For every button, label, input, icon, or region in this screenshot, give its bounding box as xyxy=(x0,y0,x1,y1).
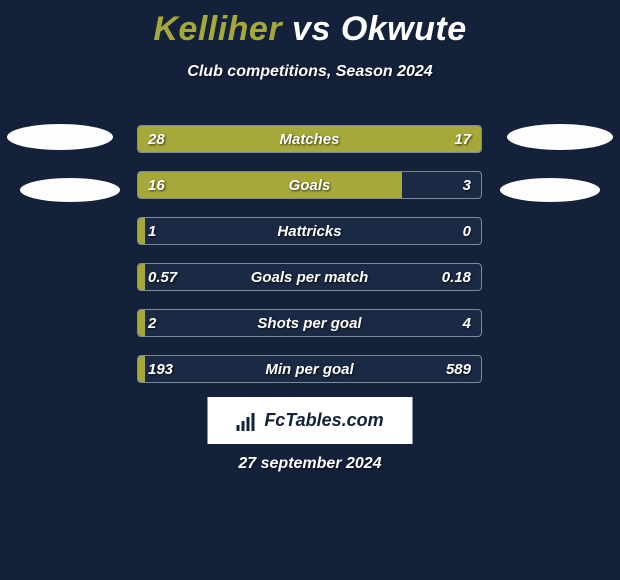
stat-row-goals: 16 Goals 3 xyxy=(137,171,482,199)
date-label: 27 september 2024 xyxy=(0,455,620,473)
stat-value-right: 3 xyxy=(463,172,471,198)
stat-row-min-per-goal: 193 Min per goal 589 xyxy=(137,355,482,383)
stat-value-right: 589 xyxy=(446,356,471,382)
stat-label: Goals xyxy=(138,172,481,198)
avatar-right-placeholder-1 xyxy=(507,124,613,150)
stat-label: Goals per match xyxy=(138,264,481,290)
branding-badge: FcTables.com xyxy=(208,397,413,444)
page-title: Kelliher vs Okwute xyxy=(0,0,620,49)
stat-value-right: 0 xyxy=(463,218,471,244)
title-player-left: Kelliher xyxy=(153,10,282,48)
stats-bars: 28 Matches 17 16 Goals 3 1 Hattricks 0 0… xyxy=(137,125,482,401)
stat-value-right: 4 xyxy=(463,310,471,336)
stat-row-matches: 28 Matches 17 xyxy=(137,125,482,153)
stat-row-hattricks: 1 Hattricks 0 xyxy=(137,217,482,245)
avatar-left-placeholder-2 xyxy=(20,178,120,202)
stat-row-goals-per-match: 0.57 Goals per match 0.18 xyxy=(137,263,482,291)
stat-label: Matches xyxy=(138,126,481,152)
avatar-right-placeholder-2 xyxy=(500,178,600,202)
stat-label: Shots per goal xyxy=(138,310,481,336)
stat-value-right: 17 xyxy=(454,126,471,152)
stat-row-shots-per-goal: 2 Shots per goal 4 xyxy=(137,309,482,337)
bar-chart-icon xyxy=(236,411,260,431)
branding-text: FcTables.com xyxy=(264,410,383,431)
stat-label: Hattricks xyxy=(138,218,481,244)
title-vs: vs xyxy=(292,10,331,48)
title-player-right: Okwute xyxy=(341,10,467,48)
subtitle: Club competitions, Season 2024 xyxy=(0,63,620,81)
stat-value-right: 0.18 xyxy=(442,264,471,290)
stat-label: Min per goal xyxy=(138,356,481,382)
avatar-left-placeholder-1 xyxy=(7,124,113,150)
